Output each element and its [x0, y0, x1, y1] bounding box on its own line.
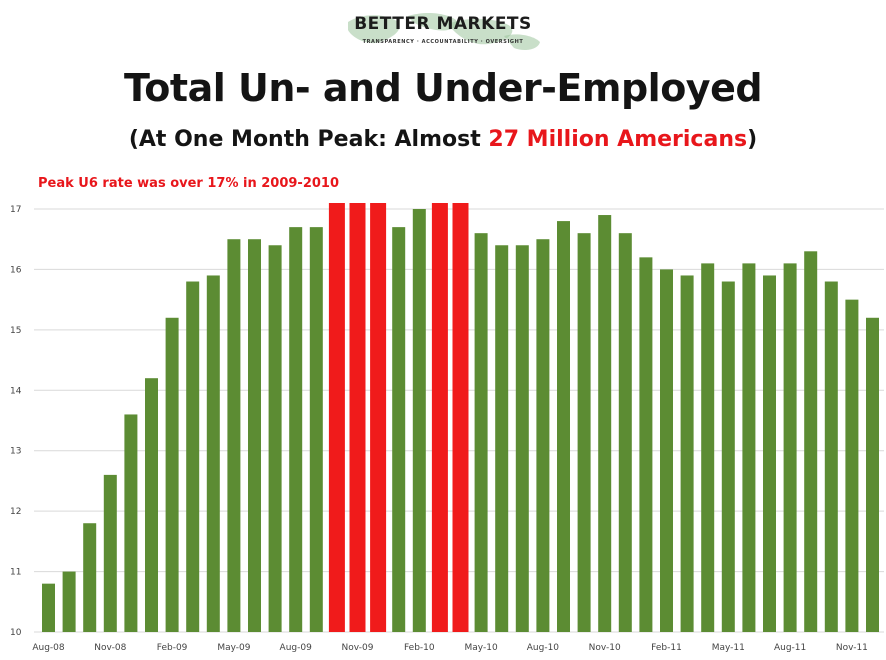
peak-bar	[350, 203, 366, 632]
bar	[660, 269, 673, 632]
x-tick-label: Aug-09	[280, 643, 313, 653]
bar	[536, 239, 549, 632]
bar	[639, 257, 652, 632]
logo: BETTER MARKETS TRANSPARENCY · ACCOUNTABI…	[0, 8, 886, 58]
bar	[681, 275, 694, 632]
x-tick-label: Nov-11	[836, 643, 868, 653]
bar	[619, 233, 632, 632]
bar	[310, 227, 323, 632]
peak-bar	[453, 203, 469, 632]
chart-annotation: Peak U6 rate was over 17% in 2009-2010	[38, 176, 339, 191]
x-tick-label: Feb-10	[404, 643, 435, 653]
logo-name: BETTER MARKETS	[354, 14, 532, 34]
bar	[763, 275, 776, 632]
bar	[289, 227, 302, 632]
x-tick-label: Feb-11	[651, 643, 682, 653]
x-tick-label: Nov-08	[94, 643, 126, 653]
logo-tagline: TRANSPARENCY · ACCOUNTABILITY · OVERSIGH…	[0, 39, 886, 45]
bar	[83, 523, 96, 632]
peak-bar	[329, 203, 345, 632]
bar	[866, 318, 879, 632]
y-tick-label: 10	[10, 628, 22, 638]
x-tick-label: Feb-09	[157, 643, 188, 653]
bar	[104, 475, 117, 632]
y-tick-label: 12	[10, 507, 21, 517]
bar	[413, 209, 426, 632]
y-tick-label: 11	[10, 568, 21, 578]
bar	[578, 233, 591, 632]
bar	[124, 414, 137, 632]
bar	[145, 378, 158, 632]
bar	[557, 221, 570, 632]
page-title: Total Un- and Under-Employed	[0, 66, 886, 110]
bar	[227, 239, 240, 632]
x-tick-label: Aug-10	[527, 643, 560, 653]
x-tick-label: May-10	[465, 643, 498, 653]
subtitle-suffix: )	[747, 127, 757, 152]
bar	[248, 239, 261, 632]
y-tick-label: 13	[10, 447, 21, 457]
bar	[42, 584, 55, 632]
bar	[516, 245, 529, 632]
peak-bar	[370, 203, 386, 632]
page-subtitle: (At One Month Peak: Almost 27 Million Am…	[0, 127, 886, 152]
subtitle-prefix: (At One Month Peak: Almost	[129, 127, 489, 152]
bar	[186, 282, 199, 632]
x-tick-label: Aug-11	[774, 643, 806, 653]
bar	[784, 263, 797, 632]
x-tick-label: Nov-09	[341, 643, 373, 653]
bar	[63, 572, 76, 632]
bar	[722, 282, 735, 632]
bar	[392, 227, 405, 632]
x-tick-label: May-11	[712, 643, 745, 653]
bar	[825, 282, 838, 632]
y-tick-label: 16	[10, 265, 22, 275]
bar	[804, 251, 817, 632]
x-tick-label: Aug-08	[32, 643, 65, 653]
x-tick-label: Nov-10	[589, 643, 621, 653]
subtitle-highlight: 27 Million Americans	[488, 127, 747, 152]
bar	[475, 233, 488, 632]
x-tick-label: May-09	[217, 643, 250, 653]
peak-bar	[432, 203, 448, 632]
bar	[269, 245, 282, 632]
y-tick-label: 15	[10, 326, 21, 336]
bar	[845, 300, 858, 632]
bar	[207, 275, 220, 632]
bar	[701, 263, 714, 632]
y-tick-label: 17	[10, 205, 21, 215]
bar	[166, 318, 179, 632]
bar	[495, 245, 508, 632]
bar	[742, 263, 755, 632]
bar	[598, 215, 611, 632]
y-tick-label: 14	[10, 386, 22, 396]
